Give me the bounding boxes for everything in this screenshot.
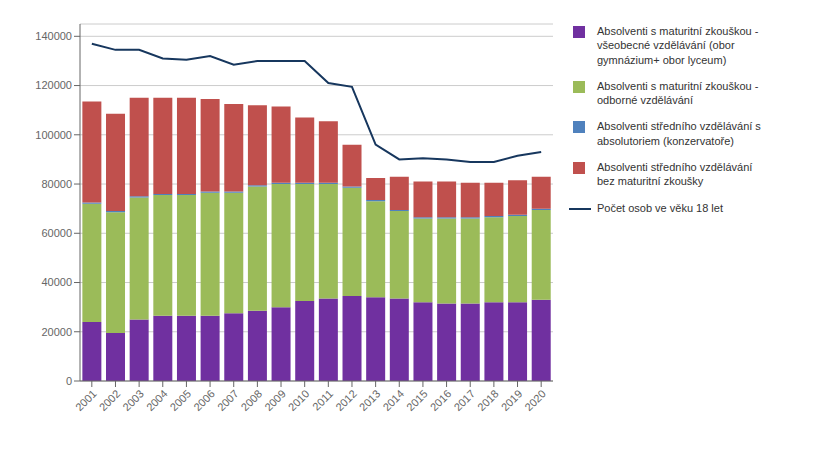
svg-text:2001: 2001 xyxy=(73,387,99,413)
svg-text:2015: 2015 xyxy=(404,387,430,413)
html-text:Počet osob ve věku 18 let: Počet osob ve věku 18 let xyxy=(597,201,723,214)
svg-text:2006: 2006 xyxy=(191,387,217,413)
html-text:Absolventi středního vzděláván: Absolventi středního vzdělávání s absolu… xyxy=(597,120,761,147)
svg-text:40000: 40000 xyxy=(41,276,72,288)
svg-text:20000: 20000 xyxy=(41,326,72,338)
svg-text:60000: 60000 xyxy=(41,227,72,239)
svg-text:100000: 100000 xyxy=(35,129,72,141)
svg-text:2018: 2018 xyxy=(475,387,501,413)
svg-text:0: 0 xyxy=(66,375,72,387)
svg-text:2016: 2016 xyxy=(428,387,454,413)
html-text:Absolventi s maturitní zkouško: Absolventi s maturitní zkouškou - všeobe… xyxy=(597,25,759,66)
svg-text:2002: 2002 xyxy=(97,387,123,413)
svg-text:2005: 2005 xyxy=(168,387,194,413)
svg-text:2003: 2003 xyxy=(120,387,146,413)
svg-text:140000: 140000 xyxy=(35,30,72,42)
svg-text:2004: 2004 xyxy=(144,387,170,413)
svg-text:120000: 120000 xyxy=(35,79,72,91)
svg-text:2014: 2014 xyxy=(380,387,406,413)
svg-text:2007: 2007 xyxy=(215,387,241,413)
svg-text:2017: 2017 xyxy=(451,387,477,413)
svg-text:2009: 2009 xyxy=(262,387,288,413)
svg-text:2011: 2011 xyxy=(310,387,335,412)
svg-text:2019: 2019 xyxy=(499,387,525,413)
svg-text:2013: 2013 xyxy=(357,387,383,413)
html-text:Absolventi s maturitní zkouško: Absolventi s maturitní zkouškou - odborn… xyxy=(597,79,759,107)
html-text:Absolventi středního vzděláván: Absolventi středního vzdělávání bez matu… xyxy=(597,161,753,188)
svg-text:2012: 2012 xyxy=(333,387,359,413)
svg-text:2020: 2020 xyxy=(522,387,548,413)
svg-text:2008: 2008 xyxy=(239,387,265,413)
svg-text:80000: 80000 xyxy=(41,178,72,190)
svg-text:2010: 2010 xyxy=(286,387,312,413)
